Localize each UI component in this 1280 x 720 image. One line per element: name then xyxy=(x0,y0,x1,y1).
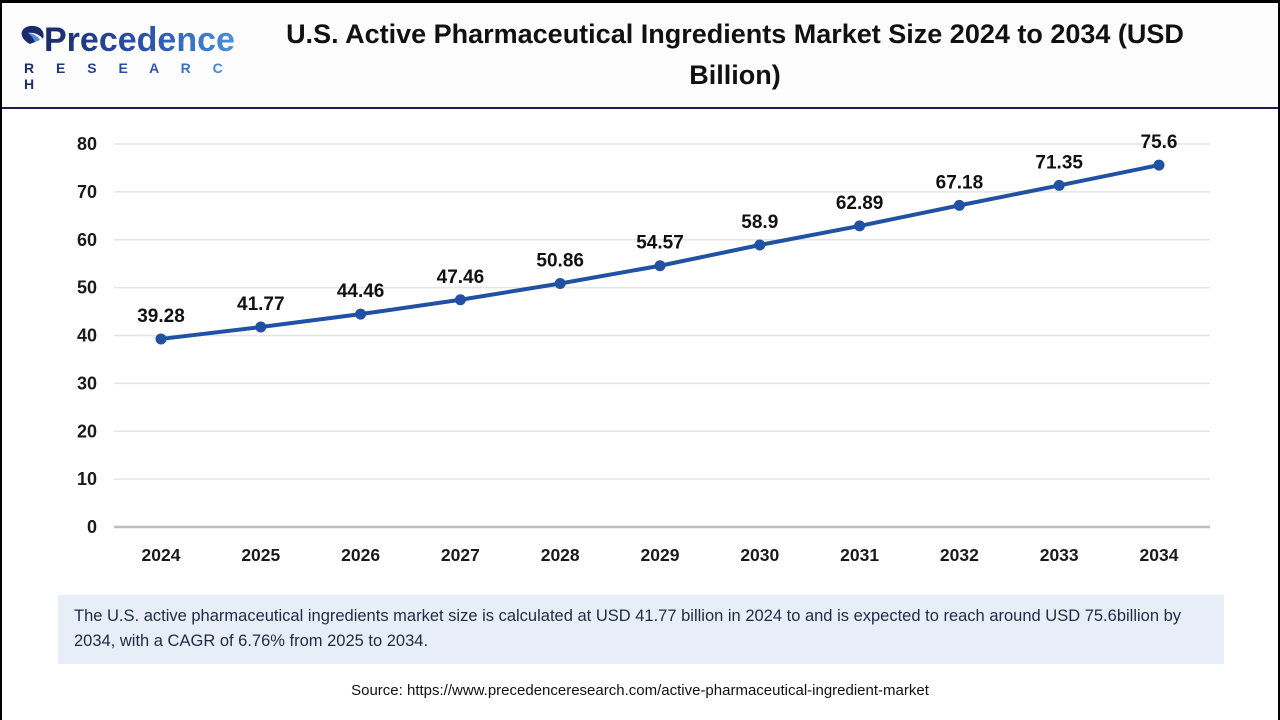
y-tick-label: 80 xyxy=(77,134,97,154)
data-point xyxy=(255,321,267,333)
y-tick-label: 10 xyxy=(77,469,97,489)
data-point xyxy=(754,239,766,251)
data-label: 58.9 xyxy=(741,212,778,233)
x-tick-label: 2026 xyxy=(341,545,380,565)
data-point xyxy=(1153,159,1165,171)
x-tick-label: 2031 xyxy=(840,545,879,565)
x-tick-label: 2033 xyxy=(1040,545,1079,565)
x-tick-label: 2030 xyxy=(740,545,779,565)
x-tick-label: 2032 xyxy=(940,545,979,565)
y-tick-label: 70 xyxy=(77,182,97,202)
x-tick-label: 2027 xyxy=(441,545,480,565)
data-point xyxy=(355,308,367,320)
data-point xyxy=(554,278,566,290)
x-tick-label: 2028 xyxy=(541,545,580,565)
header: Precedence R E S E A R C H U.S. Active P… xyxy=(2,3,1278,109)
x-tick-label: 2034 xyxy=(1140,545,1179,565)
data-label: 44.46 xyxy=(337,281,385,302)
y-tick-label: 20 xyxy=(77,421,97,441)
precedence-research-logo: Precedence R E S E A R C H xyxy=(2,18,235,92)
data-label: 54.57 xyxy=(636,233,684,254)
logo-brand-name: Precedence xyxy=(44,21,235,59)
data-point xyxy=(854,220,866,232)
logo-brand-subtitle: R E S E A R C H xyxy=(24,60,232,92)
data-label: 39.28 xyxy=(137,306,185,327)
data-label: 47.46 xyxy=(437,267,485,288)
x-tick-label: 2029 xyxy=(641,545,680,565)
data-label: 67.18 xyxy=(936,172,984,193)
data-label: 41.77 xyxy=(237,294,285,315)
y-tick-label: 30 xyxy=(77,373,97,393)
y-tick-label: 40 xyxy=(77,326,97,346)
data-label: 50.86 xyxy=(536,251,584,272)
data-label: 71.35 xyxy=(1035,152,1083,173)
page-title: U.S. Active Pharmaceutical Ingredients M… xyxy=(286,19,1184,90)
x-tick-label: 2024 xyxy=(142,545,181,565)
summary-note: The U.S. active pharmaceutical ingredien… xyxy=(58,595,1224,664)
y-tick-label: 60 xyxy=(77,230,97,250)
data-label: 62.89 xyxy=(836,193,884,214)
x-tick-label: 2025 xyxy=(241,545,280,565)
y-tick-label: 0 xyxy=(87,517,97,537)
data-point xyxy=(155,333,167,345)
y-tick-label: 50 xyxy=(77,278,97,298)
data-point xyxy=(1053,179,1065,191)
source-citation: Source: https://www.precedenceresearch.c… xyxy=(351,682,929,699)
data-point xyxy=(953,199,965,211)
leaf-icon xyxy=(21,25,44,44)
data-label: 75.6 xyxy=(1141,132,1178,153)
data-point xyxy=(454,294,466,306)
data-point xyxy=(654,260,666,272)
